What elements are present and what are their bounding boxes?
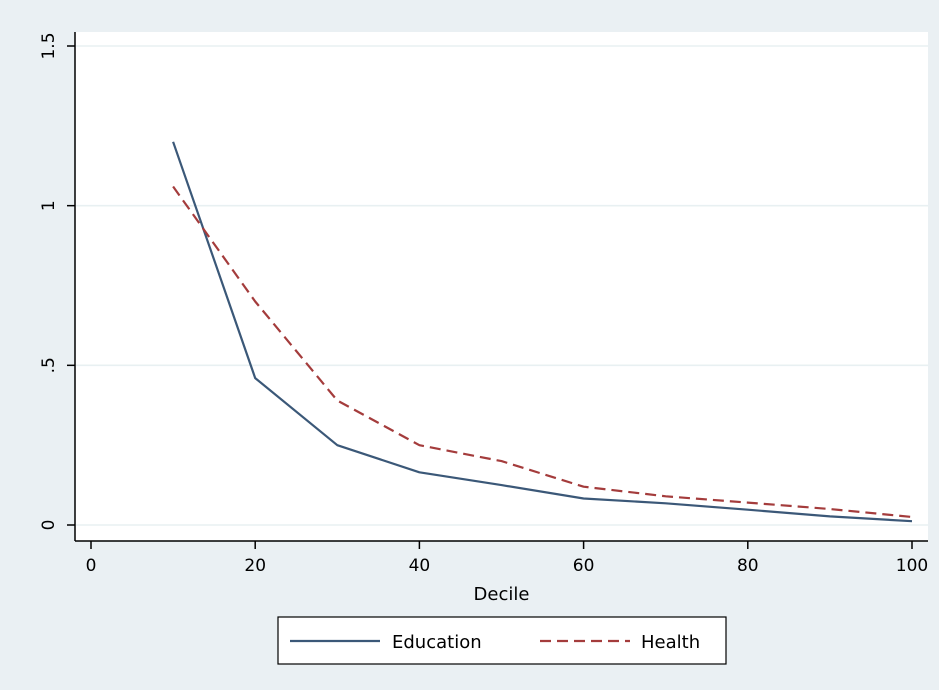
x-tick-label-5: 100 <box>896 556 928 576</box>
y-tick-label-0: 0 <box>39 520 59 531</box>
axes: 0 .5 1 1.5 0 20 40 60 80 100 <box>39 32 928 576</box>
series-line-health <box>172 185 913 519</box>
series-line-education <box>172 141 913 523</box>
x-axis-title: Decile <box>474 584 530 605</box>
plot-area <box>75 32 928 541</box>
legend: Education Health <box>277 616 727 665</box>
series-lines <box>172 141 913 523</box>
y-tick-label-1: .5 <box>39 357 59 373</box>
y-tick-label-3: 1.5 <box>39 32 59 59</box>
gridlines <box>76 45 928 526</box>
x-tick-label-3: 60 <box>573 556 595 576</box>
x-tick-label-1: 20 <box>244 556 266 576</box>
x-tick-label-0: 0 <box>86 556 97 576</box>
legend-label-health: Health <box>641 632 700 653</box>
x-tick-label-2: 40 <box>409 556 431 576</box>
y-tick-label-2: 1 <box>39 200 59 211</box>
x-tick-label-4: 80 <box>737 556 759 576</box>
legend-label-education: Education <box>392 632 482 653</box>
